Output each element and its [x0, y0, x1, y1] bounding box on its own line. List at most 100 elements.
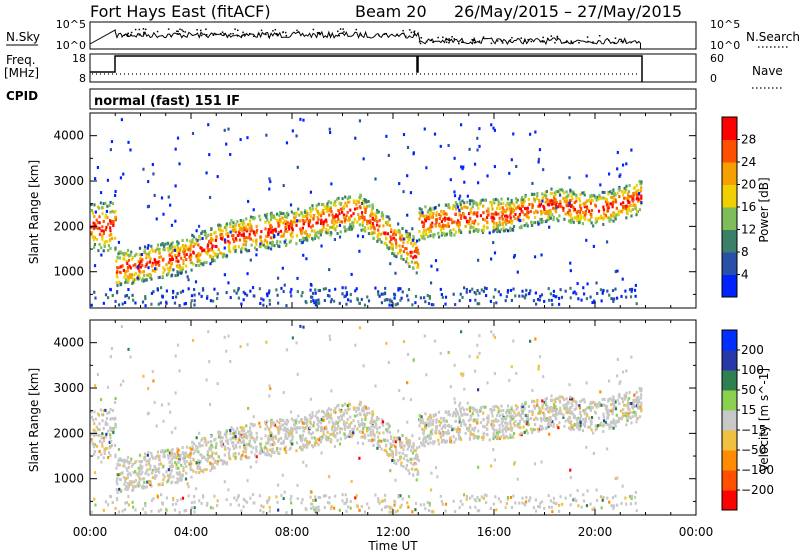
power-cell	[136, 276, 139, 280]
velocity-cell	[322, 427, 325, 431]
power-cell	[510, 221, 513, 225]
power-cell	[253, 233, 257, 237]
velocity-cell	[138, 483, 141, 487]
velocity-cell	[333, 422, 336, 426]
velocity-cell	[200, 438, 203, 442]
power-cell	[283, 283, 286, 287]
velocity-cell	[631, 415, 634, 419]
power-cell	[98, 221, 101, 225]
power-cell	[632, 194, 635, 198]
power-cell	[332, 203, 336, 207]
velocity-cell	[158, 462, 161, 466]
power-cell	[144, 297, 147, 301]
power-cell	[616, 150, 619, 154]
power-cell	[640, 182, 643, 186]
power-cell	[171, 245, 174, 249]
power-cell	[245, 240, 248, 244]
power-cell	[427, 208, 431, 212]
velocity-cell	[331, 425, 334, 429]
velocity-cell	[181, 496, 185, 500]
velocity-cell	[258, 421, 261, 425]
power-cell	[614, 270, 617, 274]
power-cell	[416, 263, 420, 267]
velocity-cell	[629, 416, 632, 420]
velocity-cell	[181, 457, 185, 461]
velocity-cell	[350, 434, 354, 438]
power-cell	[270, 213, 274, 217]
velocity-cell	[519, 414, 523, 418]
velocity-cell	[565, 407, 568, 411]
power-cell	[229, 230, 232, 234]
power-cell	[582, 292, 586, 296]
power-cell	[548, 203, 551, 207]
velocity-cell	[516, 412, 519, 416]
velocity-cell	[128, 480, 132, 484]
power-cell	[568, 176, 571, 180]
power-cell	[390, 303, 394, 307]
velocity-cell	[589, 419, 592, 423]
velocity-cell	[135, 459, 138, 463]
velocity-cell	[570, 423, 573, 427]
power-cell	[520, 198, 523, 202]
power-cell	[635, 197, 638, 201]
velocity-cell	[545, 426, 548, 430]
power-cell	[326, 202, 329, 206]
power-cell	[509, 204, 512, 208]
velocity-cell	[476, 509, 479, 513]
power-cell	[463, 180, 466, 184]
velocity-cell	[269, 434, 273, 438]
power-cell	[388, 240, 392, 244]
velocity-cell	[190, 447, 193, 451]
power-cell	[497, 203, 500, 207]
velocity-cell	[306, 424, 309, 428]
velocity-cell	[432, 413, 435, 417]
power-cell	[251, 229, 254, 233]
power-cell	[590, 215, 593, 219]
velocity-cell	[622, 412, 625, 416]
velocity-cell	[418, 414, 421, 418]
power-cell	[227, 234, 230, 238]
velocity-cell	[122, 475, 126, 479]
power-cell	[407, 236, 410, 240]
power-cell	[296, 165, 299, 169]
velocity-cell	[298, 420, 301, 424]
velocity-cell	[125, 467, 128, 471]
power-cell	[161, 295, 164, 299]
velocity-cell	[391, 454, 394, 458]
noise-dot	[318, 32, 320, 34]
velocity-cell	[526, 417, 529, 421]
power-cell	[585, 297, 589, 301]
velocity-cell	[628, 390, 631, 394]
power-cell	[90, 203, 93, 207]
power-cell	[130, 250, 133, 254]
power-cell	[93, 203, 96, 207]
power-cell	[92, 211, 95, 215]
noise-dot	[328, 34, 331, 36]
range-tick-label: 1000	[53, 265, 84, 279]
velocity-cell	[497, 419, 500, 423]
power-cell	[322, 211, 325, 215]
power-cell	[560, 205, 563, 209]
power-cell	[546, 216, 550, 220]
power-cell	[595, 219, 598, 223]
velocity-cell	[456, 428, 459, 432]
velocity-cell	[145, 470, 148, 474]
velocity-cell	[337, 416, 340, 420]
velocity-cell	[229, 503, 232, 507]
power-cell	[606, 209, 610, 213]
velocity-cell	[635, 390, 638, 394]
velocity-cell	[192, 458, 195, 462]
velocity-cell	[612, 395, 615, 399]
power-cell	[383, 292, 387, 296]
power-cell	[138, 276, 141, 280]
velocity-cell	[485, 416, 489, 420]
power-cell	[622, 205, 625, 209]
power-cell	[321, 220, 324, 224]
velocity-cell	[584, 419, 588, 423]
power-cell	[322, 220, 325, 224]
power-cell	[572, 190, 575, 194]
velocity-cell	[502, 433, 505, 437]
velocity-cell	[326, 430, 329, 434]
power-cell	[620, 210, 623, 214]
velocity-cell	[388, 447, 392, 451]
